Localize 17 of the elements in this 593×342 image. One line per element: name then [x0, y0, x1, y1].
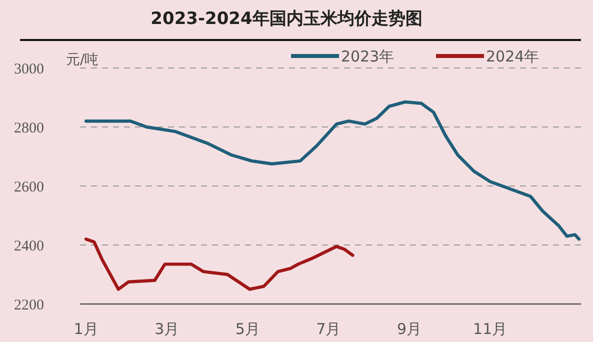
y-tick-label: 2200: [14, 297, 44, 314]
legend-label: 2024年: [486, 47, 540, 66]
x-tick-label: 3月: [154, 320, 180, 338]
line-series: [84, 238, 354, 291]
x-tick-label: 5月: [235, 320, 260, 338]
y-tick-label: 2400: [14, 238, 44, 254]
x-tick-label: 1月: [74, 320, 98, 338]
x-tick-label: 9月: [397, 320, 422, 338]
line-series: [84, 100, 581, 241]
y-tick-label: 2600: [14, 179, 44, 196]
y-axis-title: 元/吨: [66, 52, 99, 68]
y-tick-label: 3000: [14, 61, 44, 78]
y-tick-label: 2800: [14, 120, 44, 136]
chart-title: 2023-2024年国内玉米均价走势图: [150, 9, 422, 29]
legend-label: 2023年: [341, 47, 394, 66]
x-tick-label: 11月: [473, 320, 508, 338]
x-tick-label: 7月: [316, 320, 341, 338]
